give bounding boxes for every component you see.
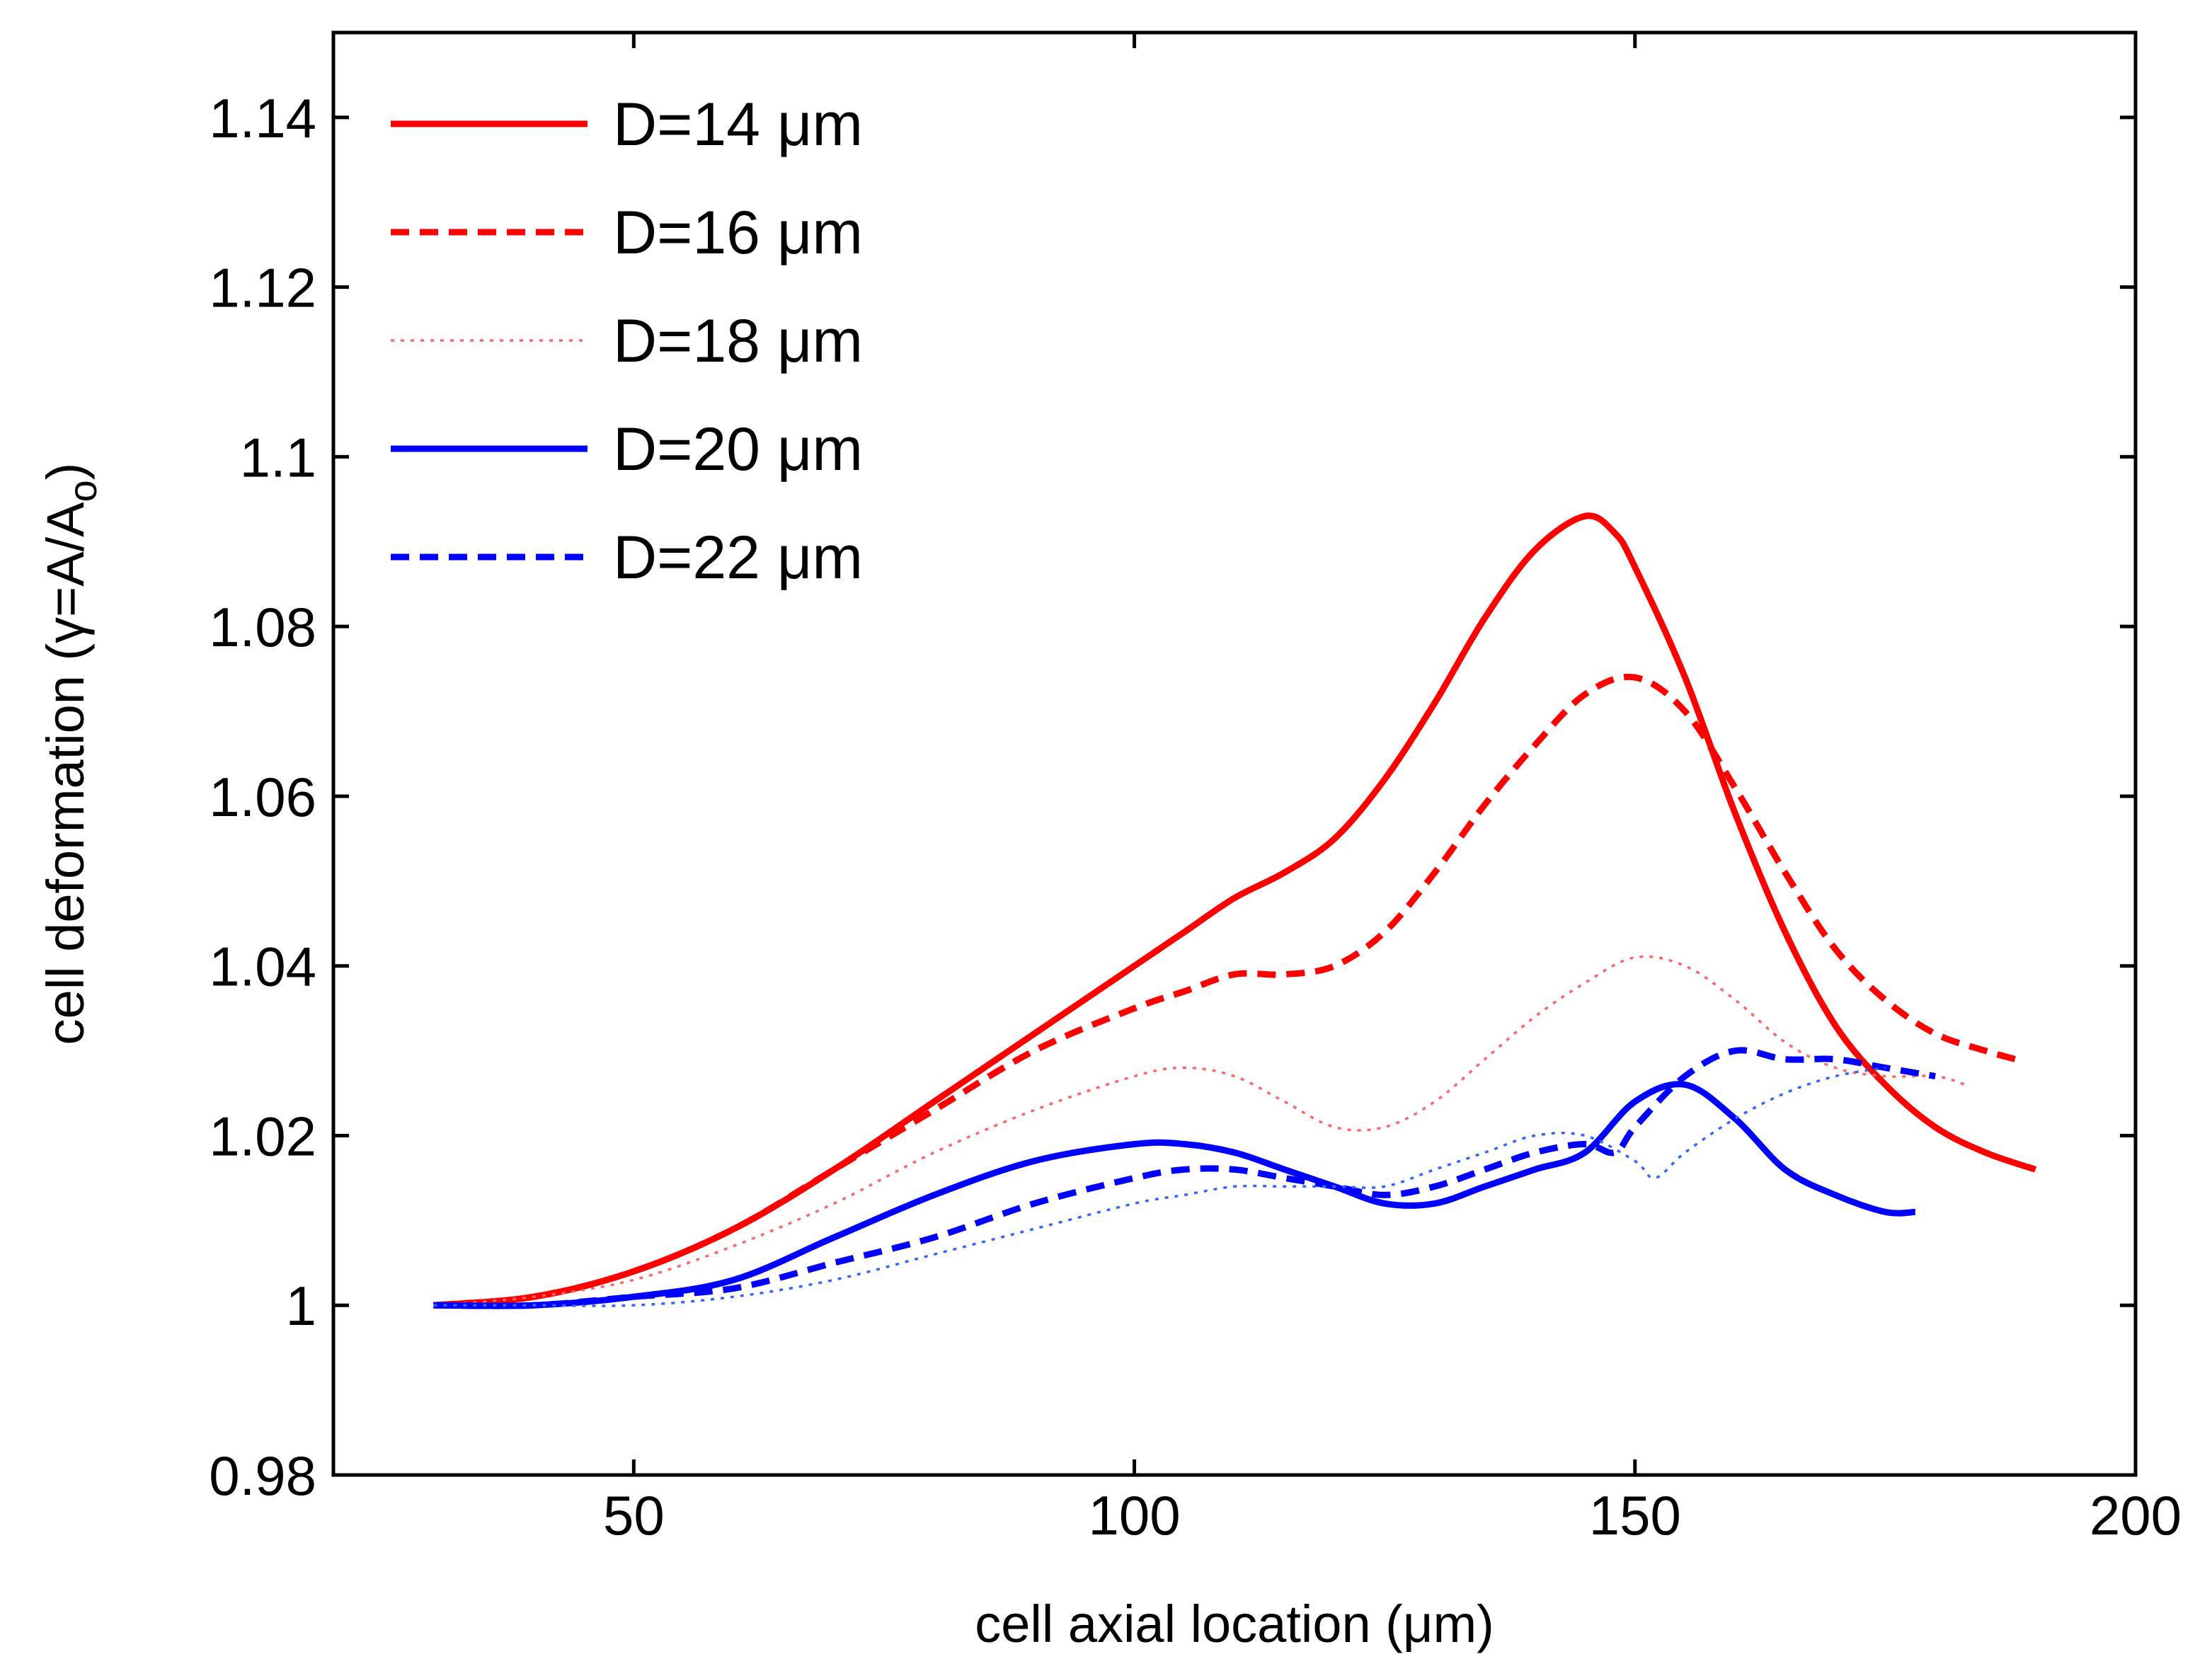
series-line-4 xyxy=(433,1081,1916,1309)
y-tick-label: 1.12 xyxy=(209,257,316,319)
y-axis-label: cell deformation (γ=A/Ao) xyxy=(36,463,105,1045)
legend: D=14 μm D=16 μm D=18 μm D=20 μm D=22 μm xyxy=(391,91,863,592)
y-axis-label-eq: =A/A xyxy=(36,502,95,617)
x-tick-label: 200 xyxy=(2090,1484,2182,1546)
legend-label-1: D=14 μm xyxy=(613,91,863,159)
y-tick-label: 1.06 xyxy=(209,766,316,828)
y-tick-label: 1.08 xyxy=(209,596,316,658)
y-axis-label-close: ) xyxy=(36,463,95,481)
y-tick-label: 1 xyxy=(286,1275,316,1337)
ticks-layer: 50 100 150 200 0.98 1 1.02 1.04 1.06 1.08 1.1 1.12 1… xyxy=(209,33,2182,1546)
y-axis-label-sub: o xyxy=(60,480,105,502)
y-axis-label-main: cell deformation ( xyxy=(36,643,95,1045)
x-tick-label: 100 xyxy=(1088,1484,1180,1546)
legend-label-5: D=22 μm xyxy=(613,524,863,592)
x-axis-label: cell axial location (μm) xyxy=(975,1595,1494,1653)
series-line-3 xyxy=(433,955,1966,1307)
y-tick-label: 1.04 xyxy=(209,936,316,998)
y-tick-label: 1.14 xyxy=(209,87,316,149)
series-line-2 xyxy=(433,673,2017,1309)
legend-label-3: D=18 μm xyxy=(613,307,863,375)
series-line-5 xyxy=(433,1047,1936,1309)
x-tick-label: 150 xyxy=(1589,1484,1681,1546)
y-tick-label: 1.02 xyxy=(209,1105,316,1167)
y-axis-label-gamma: γ xyxy=(36,617,95,643)
y-tick-label: 0.98 xyxy=(209,1445,316,1507)
series-layer xyxy=(433,512,2037,1309)
y-tick-label: 1.1 xyxy=(240,426,316,488)
series-line-1 xyxy=(433,512,2037,1309)
legend-label-4: D=20 μm xyxy=(613,415,863,483)
plot-area-frame xyxy=(331,30,2138,1477)
legend-label-2: D=16 μm xyxy=(613,199,863,267)
x-tick-label: 50 xyxy=(603,1484,665,1546)
